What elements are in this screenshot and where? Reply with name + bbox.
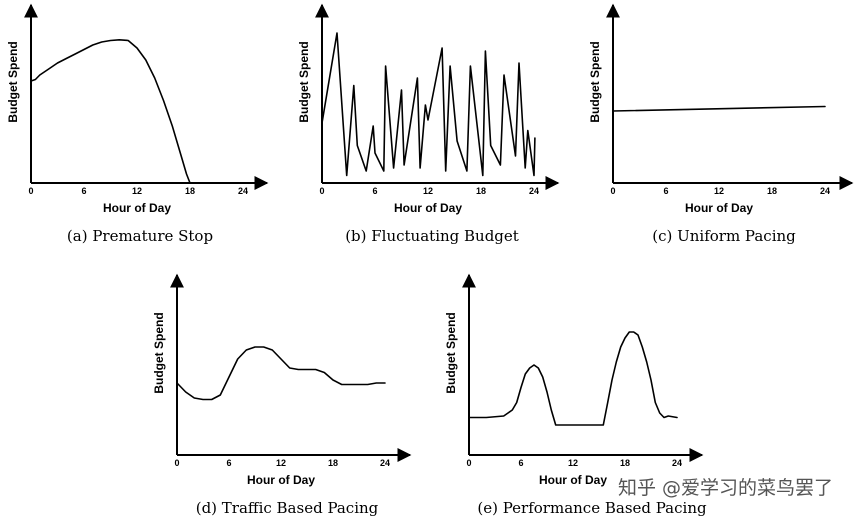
x-tick-label: 6 bbox=[81, 186, 86, 196]
series-line-0 bbox=[30, 38, 191, 184]
x-tick-label: 18 bbox=[767, 186, 777, 196]
x-tick-label: 24 bbox=[529, 186, 539, 196]
series-line-0 bbox=[468, 331, 678, 426]
x-axis-label: Hour of Day bbox=[685, 201, 753, 215]
x-axis-label: Hour of Day bbox=[539, 473, 607, 487]
x-tick-label: 0 bbox=[466, 458, 471, 468]
x-tick-label: 12 bbox=[132, 186, 142, 196]
x-tick-label: 24 bbox=[820, 186, 830, 196]
chart-caption: (d) Traffic Based Pacing bbox=[196, 499, 379, 517]
x-tick-label: 18 bbox=[476, 186, 486, 196]
series-line-0 bbox=[612, 105, 826, 112]
chart-panel-3: 0 6 12 18 24 Hour of Day Budget Spend (d) Traff… bbox=[152, 273, 412, 517]
x-tick-label: 6 bbox=[372, 186, 377, 196]
x-tick-label: 0 bbox=[174, 458, 179, 468]
x-tick-label: 0 bbox=[610, 186, 615, 196]
chart-caption: (a) Premature Stop bbox=[67, 227, 213, 245]
x-tick-label: 18 bbox=[620, 458, 630, 468]
chart-panel-1: 0 6 12 18 24 Hour of Day Budget Spend (b) Fluct… bbox=[297, 3, 560, 245]
x-tick-label: 0 bbox=[28, 186, 33, 196]
x-tick-label: 6 bbox=[663, 186, 668, 196]
x-tick-label: 12 bbox=[568, 458, 578, 468]
y-axis-label: Budget Spend bbox=[444, 312, 458, 393]
x-tick-label: 12 bbox=[276, 458, 286, 468]
x-axis-label: Hour of Day bbox=[394, 201, 462, 215]
series-line-0 bbox=[176, 346, 386, 401]
y-axis-label: Budget Spend bbox=[152, 312, 166, 393]
y-axis-label: Budget Spend bbox=[6, 41, 20, 122]
x-tick-label: 24 bbox=[380, 458, 390, 468]
y-axis-label: Budget Spend bbox=[297, 41, 311, 122]
chart-panel-4: 0 6 12 18 24 Hour of Day Budget Spend (e) Perfo… bbox=[444, 273, 707, 517]
y-axis-label: Budget Spend bbox=[588, 41, 602, 122]
chart-caption: (e) Performance Based Pacing bbox=[477, 499, 707, 517]
chart-panel-0: 0 6 12 18 24 Hour of Day Budget Spend (a) Prema… bbox=[6, 3, 269, 245]
x-tick-label: 18 bbox=[328, 458, 338, 468]
x-tick-label: 6 bbox=[518, 458, 523, 468]
chart-caption: (b) Fluctuating Budget bbox=[345, 227, 519, 245]
x-tick-label: 24 bbox=[672, 458, 682, 468]
x-tick-label: 12 bbox=[714, 186, 724, 196]
watermark: 知乎 @爱学习的菜鸟罢了 bbox=[618, 477, 833, 499]
x-tick-label: 24 bbox=[238, 186, 248, 196]
x-tick-label: 0 bbox=[319, 186, 324, 196]
x-axis-label: Hour of Day bbox=[103, 201, 171, 215]
x-tick-label: 12 bbox=[423, 186, 433, 196]
x-axis-label: Hour of Day bbox=[247, 473, 315, 487]
x-tick-label: 6 bbox=[226, 458, 231, 468]
chart-panel-2: 0 6 12 18 24 Hour of Day Budget Spend (c) Unifo… bbox=[588, 3, 854, 245]
chart-caption: (c) Uniform Pacing bbox=[652, 227, 796, 245]
series-line-0 bbox=[321, 32, 536, 177]
x-tick-label: 18 bbox=[185, 186, 195, 196]
